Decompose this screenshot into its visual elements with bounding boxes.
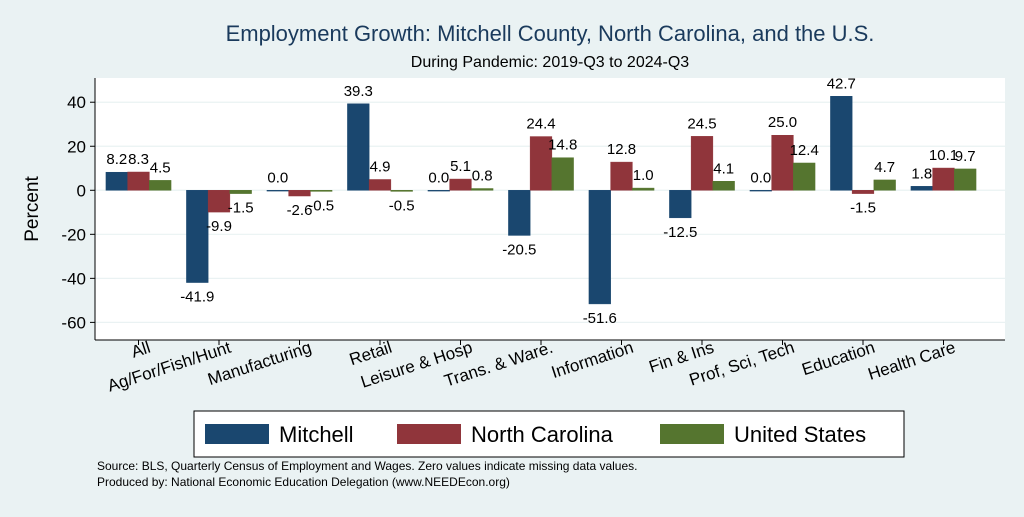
legend-swatch-united-states <box>660 424 724 444</box>
data-label-mitchell-health-care: 1.8 <box>911 165 932 182</box>
y-tick-label: -60 <box>61 313 86 332</box>
bar-united-states-leisure-hosp <box>471 188 494 191</box>
data-label-united-states-prof-sci-tech: 12.4 <box>790 142 819 159</box>
data-label-united-states-all: 4.5 <box>150 159 171 176</box>
plot-area <box>95 78 1005 340</box>
y-tick-label: -20 <box>61 225 86 244</box>
data-label-north-carolina-trans-ware: 24.4 <box>526 116 555 133</box>
bar-united-states-ag-for-fish-hunt <box>229 190 252 194</box>
bar-united-states-health-care <box>954 168 977 191</box>
x-tick-label-health-care: Health Care <box>866 338 958 384</box>
x-tick-label-information: Information <box>549 338 636 382</box>
y-tick-label: 0 <box>77 181 86 200</box>
bar-united-states-retail <box>390 190 413 192</box>
data-label-united-states-manufacturing: -0.5 <box>308 197 334 214</box>
data-label-north-carolina-education: -1.5 <box>850 200 876 217</box>
bar-mitchell-fin-ins <box>669 190 692 219</box>
bar-north-carolina-leisure-hosp <box>449 178 472 191</box>
data-label-north-carolina-prof-sci-tech: 25.0 <box>768 114 797 131</box>
data-label-united-states-retail: -0.5 <box>389 197 415 214</box>
data-label-mitchell-retail: 39.3 <box>344 83 373 100</box>
data-label-north-carolina-all: 8.3 <box>128 151 149 168</box>
legend-swatch-north-carolina <box>397 424 461 444</box>
data-label-united-states-fin-ins: 4.1 <box>713 160 734 177</box>
legend-label-mitchell: Mitchell <box>279 422 354 447</box>
bar-united-states-fin-ins <box>712 181 735 191</box>
data-label-mitchell-fin-ins: -12.5 <box>663 224 697 241</box>
data-label-mitchell-education: 42.7 <box>827 75 856 92</box>
bar-north-carolina-fin-ins <box>690 136 714 191</box>
bar-united-states-manufacturing <box>310 190 333 192</box>
data-label-north-carolina-information: 12.8 <box>607 141 636 158</box>
data-label-mitchell-information: -51.6 <box>583 310 617 327</box>
bar-mitchell-information <box>588 190 611 305</box>
data-label-north-carolina-retail: 4.9 <box>370 158 391 175</box>
bar-united-states-trans-ware <box>551 157 574 191</box>
bar-north-carolina-ag-for-fish-hunt <box>207 190 231 213</box>
bar-north-carolina-retail <box>368 179 392 191</box>
bar-mitchell-ag-for-fish-hunt <box>186 190 209 283</box>
produced-by-note: Produced by: National Economic Education… <box>97 475 510 489</box>
bar-north-carolina-information <box>610 161 633 191</box>
data-label-united-states-ag-for-fish-hunt: -1.5 <box>228 200 254 217</box>
data-label-mitchell-trans-ware: -20.5 <box>502 241 536 258</box>
bar-mitchell-all <box>105 171 128 191</box>
legend <box>193 410 905 458</box>
bar-united-states-prof-sci-tech <box>793 162 816 191</box>
bar-mitchell-retail <box>347 103 370 191</box>
data-label-mitchell-manufacturing: 0.0 <box>267 169 288 186</box>
data-label-north-carolina-health-care: 10.1 <box>929 147 958 164</box>
data-label-mitchell-leisure-hosp: 0.0 <box>428 169 449 186</box>
data-label-united-states-health-care: 9.7 <box>955 148 976 165</box>
bar-mitchell-health-care <box>910 186 933 191</box>
chart-subtitle: During Pandemic: 2019-Q3 to 2024-Q3 <box>411 54 689 71</box>
legend-swatch-mitchell <box>205 424 269 444</box>
y-tick-label: 40 <box>67 93 86 112</box>
y-tick-label: -40 <box>61 269 86 288</box>
y-tick-label: 20 <box>67 137 86 156</box>
bar-united-states-education <box>873 179 896 191</box>
data-label-mitchell-all: 8.2 <box>106 151 127 168</box>
data-label-united-states-education: 4.7 <box>874 159 895 176</box>
bar-north-carolina-manufacturing <box>288 190 311 197</box>
data-label-mitchell-prof-sci-tech: 0.0 <box>750 169 771 186</box>
bar-mitchell-manufacturing <box>266 190 289 192</box>
bar-north-carolina-education <box>851 190 875 194</box>
data-label-united-states-trans-ware: 14.8 <box>548 137 577 154</box>
legend-label-united-states: United States <box>734 422 866 447</box>
bar-united-states-information <box>632 187 655 191</box>
bar-north-carolina-all <box>127 171 150 191</box>
x-tick-label-all: All <box>129 338 153 362</box>
bar-mitchell-education <box>830 96 853 191</box>
x-tick-label-education: Education <box>799 338 877 379</box>
chart-title: Employment Growth: Mitchell County, Nort… <box>226 21 875 46</box>
data-label-united-states-information: 1.0 <box>633 167 654 184</box>
bar-mitchell-prof-sci-tech <box>749 190 772 192</box>
bar-mitchell-trans-ware <box>508 190 531 236</box>
y-axis-label: Percent <box>22 176 43 242</box>
source-note: Source: BLS, Quarterly Census of Employm… <box>97 459 638 473</box>
data-label-north-carolina-manufacturing: -2.6 <box>287 202 313 219</box>
data-label-united-states-leisure-hosp: 0.8 <box>472 168 493 185</box>
data-label-north-carolina-fin-ins: 24.5 <box>687 115 716 132</box>
data-label-mitchell-ag-for-fish-hunt: -41.9 <box>180 289 214 306</box>
bar-united-states-all <box>149 180 172 191</box>
data-label-north-carolina-ag-for-fish-hunt: -9.9 <box>206 218 232 235</box>
legend-label-north-carolina: North Carolina <box>471 422 614 447</box>
bar-mitchell-leisure-hosp <box>427 190 450 192</box>
bar-north-carolina-health-care <box>932 167 955 191</box>
data-label-north-carolina-leisure-hosp: 5.1 <box>450 158 471 175</box>
